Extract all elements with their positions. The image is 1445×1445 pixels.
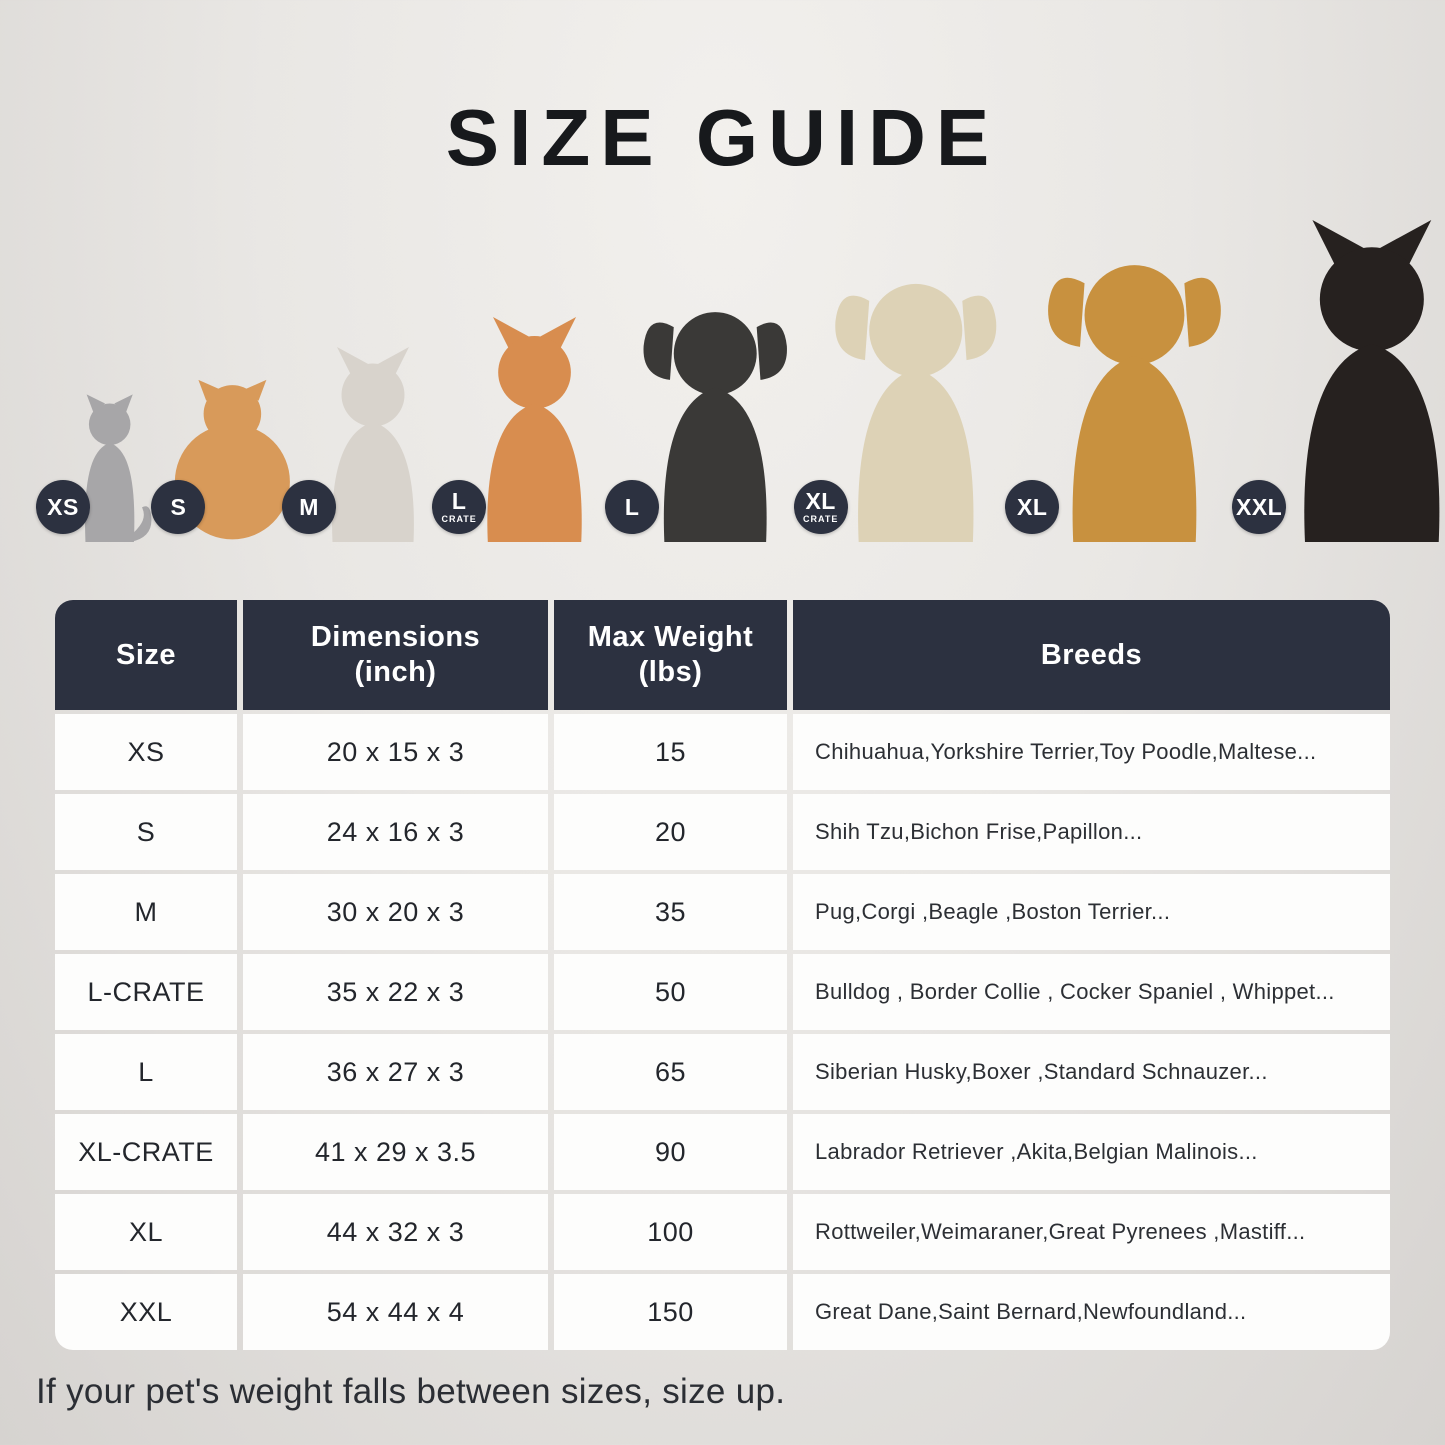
table-cell-dimensions: 54 x 44 x 4 [243,1274,548,1350]
page-title: SIZE GUIDE [445,93,1000,182]
table-cell-max-weight: 50 [554,954,787,1030]
size-badge-xxl: XXL [1232,480,1287,534]
size-badge-sublabel: CRATE [441,514,477,524]
size-badge-label: M [299,493,319,520]
pet-pomeranian: S [151,372,298,542]
pet-cat: XS [36,392,167,542]
table-cell-breeds: Rottweiler,Weimaraner,Great Pyrenees ,Ma… [793,1194,1390,1270]
size-badge-label: XS [47,493,79,520]
pet-labrador: XL CRATE [793,267,1022,542]
column-header-size: Size [55,600,237,710]
table-cell-size: L-CRATE [55,954,237,1030]
size-badge-label: L [624,493,640,520]
table-cell-size: L [55,1034,237,1110]
sizing-advice-note: If your pet's weight falls between sizes… [36,1372,786,1411]
table-cell-dimensions: 20 x 15 x 3 [243,714,548,790]
size-badge-s: S [151,480,206,534]
column-header-max-weight: Max Weight (lbs) [554,600,787,710]
table-cell-breeds: Shih Tzu,Bichon Frise,Papillon... [793,794,1390,870]
column-header-dimensions: Dimensions (inch) [243,600,548,710]
size-badge-l-crate: L CRATE [432,480,487,534]
pet-size-lineup: XS S M L CRATE L XL CRATE [36,208,1393,542]
column-header-max-weight-line2: (lbs) [638,656,703,688]
table-cell-dimensions: 41 x 29 x 3.5 [243,1114,548,1190]
table-cell-size: M [55,874,237,950]
table-cell-size: XL-CRATE [55,1114,237,1190]
table-cell-dimensions: 30 x 20 x 3 [243,874,548,950]
table-cell-max-weight: 35 [554,874,787,950]
table-cell-max-weight: 150 [554,1274,787,1350]
table-cell-breeds: Siberian Husky,Boxer ,Standard Schnauzer… [793,1034,1390,1110]
column-header-breeds: Breeds [793,600,1390,710]
table-cell-max-weight: 65 [554,1034,787,1110]
table-cell-dimensions: 35 x 22 x 3 [243,954,548,1030]
size-badge-label: XXL [1235,493,1283,520]
table-cell-max-weight: 15 [554,714,787,790]
size-badge-xs: XS [36,480,90,534]
pet-doberman: XXL [1232,220,1445,542]
table-cell-size: XS [55,714,237,790]
table-cell-max-weight: 20 [554,794,787,870]
column-header-max-weight-line1: Max Weight [587,621,754,654]
size-badge-l: L [605,480,660,534]
table-cell-size: XL [55,1194,237,1270]
table-cell-max-weight: 90 [554,1114,787,1190]
size-guide-table: Size Dimensions (inch) Max Weight (lbs) … [55,600,1390,1350]
table-cell-dimensions: 44 x 32 x 3 [243,1194,548,1270]
column-header-dimensions-line2: (inch) [354,656,437,688]
table-cell-size: S [55,794,237,870]
table-cell-dimensions: 36 x 27 x 3 [243,1034,548,1110]
table-cell-breeds: Chihuahua,Yorkshire Terrier,Toy Poodle,M… [793,714,1390,790]
column-header-dimensions-line1: Dimensions [310,621,481,654]
size-badge-xl: XL [1005,480,1060,534]
table-cell-max-weight: 100 [554,1194,787,1270]
pet-shiba-inu: L CRATE [432,317,621,542]
size-badge-label: S [170,493,187,520]
pet-border-collie: L [605,297,809,542]
table-cell-breeds: Pug,Corgi ,Beagle ,Boston Terrier... [793,874,1390,950]
size-badge-label: XL [805,488,836,514]
size-badge-sublabel: CRATE [802,514,839,524]
table-cell-size: XXL [55,1274,237,1350]
pet-french-bulldog: M [282,347,448,542]
size-badge-label: L [451,488,467,514]
table-cell-breeds: Labrador Retriever ,Akita,Belgian Malino… [793,1114,1390,1190]
table-cell-breeds: Great Dane,Saint Bernard,Newfoundland... [793,1274,1390,1350]
table-cell-dimensions: 24 x 16 x 3 [243,794,548,870]
table-cell-breeds: Bulldog , Border Collie , Cocker Spaniel… [793,954,1390,1030]
size-badge-label: XL [1016,493,1048,520]
size-badge-m: M [282,480,337,534]
size-badge-xl-crate: XL CRATE [793,480,848,534]
pet-golden-retriever: XL [1005,247,1248,542]
